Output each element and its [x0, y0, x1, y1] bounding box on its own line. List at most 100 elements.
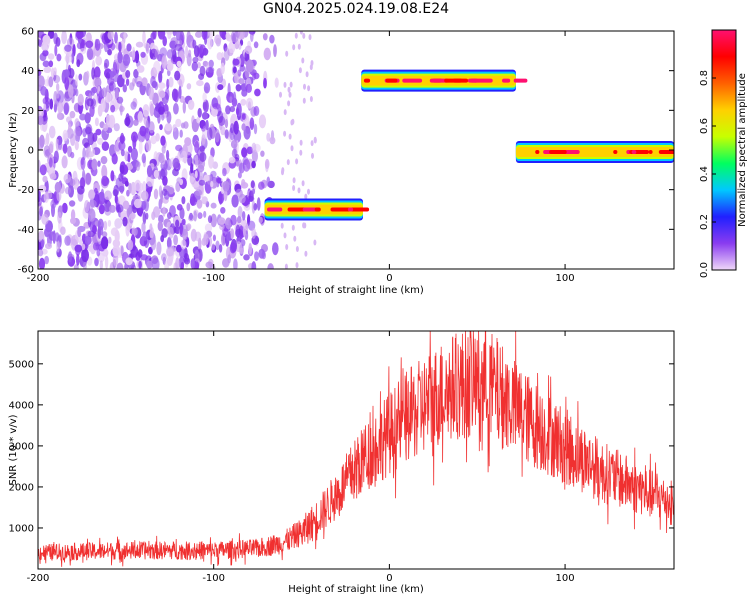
noise-cell	[81, 248, 89, 263]
noise-cell	[66, 116, 72, 123]
noise-cell	[102, 123, 109, 132]
noise-cell	[238, 78, 245, 85]
noise-cell	[299, 149, 303, 156]
noise-cell	[171, 44, 176, 55]
colorbar-tick-label: 0.8	[699, 70, 710, 86]
noise-cell	[187, 155, 193, 166]
noise-cell	[197, 212, 203, 220]
noise-cell	[91, 158, 98, 171]
noise-cell	[145, 43, 149, 52]
noise-cell	[181, 218, 186, 226]
band-hotspot	[337, 207, 351, 212]
noise-cell	[266, 176, 271, 187]
noise-cell	[112, 245, 120, 257]
noise-cell	[125, 222, 130, 237]
noise-cell	[185, 45, 189, 59]
noise-cell	[225, 217, 232, 230]
noise-cell	[70, 151, 75, 159]
noise-cell	[40, 86, 47, 96]
noise-cell	[197, 61, 201, 69]
band-hotspot	[287, 207, 307, 212]
noise-cell	[164, 88, 170, 100]
snr-ylabel: SNR (10 * v/v)	[8, 414, 19, 485]
noise-cell	[56, 53, 62, 62]
chart-title: GN04.2025.024.19.08.E24	[262, 1, 450, 17]
noise-cell	[258, 216, 263, 224]
noise-cell	[103, 248, 109, 257]
noise-cell	[178, 85, 182, 99]
noise-cell	[94, 38, 101, 51]
noise-cell	[219, 31, 227, 39]
noise-cell	[101, 141, 110, 151]
noise-cell	[95, 55, 103, 66]
noise-cell	[286, 159, 290, 166]
noise-cell	[241, 123, 246, 131]
noise-cell	[288, 133, 292, 140]
noise-cell	[246, 59, 254, 73]
noise-cell	[302, 32, 306, 39]
band-hotspot	[631, 150, 637, 154]
noise-cell	[262, 33, 268, 41]
noise-cell	[119, 164, 125, 174]
noise-cell	[141, 153, 146, 164]
noise-cell	[162, 206, 166, 217]
noise-cell	[136, 65, 145, 73]
noise-cell	[175, 257, 180, 269]
noise-cell	[122, 200, 130, 210]
noise-cell	[122, 84, 128, 93]
noise-cell	[68, 200, 76, 207]
noise-cell	[38, 249, 44, 257]
noise-cell	[193, 45, 200, 58]
noise-cell	[210, 181, 214, 188]
noise-cell	[110, 227, 119, 237]
noise-cell	[123, 32, 127, 40]
noise-cell	[85, 70, 90, 80]
noise-cell	[166, 63, 174, 72]
noise-cell	[223, 188, 228, 202]
noise-cell	[158, 152, 165, 164]
snr-xlabel: Height of straight line (km)	[288, 584, 424, 595]
noise-cell	[38, 257, 46, 269]
noise-cell	[159, 124, 163, 131]
noise-cell	[162, 188, 168, 196]
noise-cell	[230, 214, 237, 226]
noise-cell	[199, 152, 207, 162]
noise-cell	[251, 160, 256, 169]
noise-cell	[53, 150, 59, 163]
noise-cell	[104, 255, 109, 269]
noise-cell	[104, 58, 110, 69]
noise-cell	[64, 54, 73, 63]
band-hotspot	[402, 78, 423, 83]
noise-cell	[114, 194, 118, 204]
noise-cell	[62, 143, 68, 154]
noise-cell	[191, 61, 198, 72]
noise-cell	[111, 153, 118, 165]
noise-cell	[39, 164, 47, 176]
noise-cell	[218, 191, 225, 204]
noise-cell	[313, 136, 317, 143]
noise-cell	[167, 31, 172, 40]
noise-cell	[190, 193, 196, 206]
noise-cell	[208, 155, 214, 169]
noise-cell	[63, 173, 72, 184]
noise-cell	[74, 118, 80, 127]
colorbar-tick-label: 0.0	[699, 262, 710, 278]
noise-cell	[64, 76, 70, 90]
noise-cell	[51, 203, 55, 218]
noise-cell	[280, 222, 284, 229]
noise-cell	[94, 117, 99, 127]
noise-cell	[75, 88, 79, 97]
noise-cell	[99, 260, 103, 269]
noise-cell	[302, 97, 306, 104]
noise-cell	[181, 229, 189, 240]
noise-cell	[310, 60, 314, 66]
noise-cell	[68, 84, 74, 98]
noise-cell	[157, 53, 163, 62]
noise-cell	[194, 249, 200, 263]
noise-cell	[250, 31, 254, 42]
noise-cell	[230, 31, 239, 43]
band-1	[361, 69, 528, 92]
noise-cell	[299, 31, 303, 35]
noise-cell	[181, 196, 186, 205]
noise-cell	[250, 180, 255, 189]
